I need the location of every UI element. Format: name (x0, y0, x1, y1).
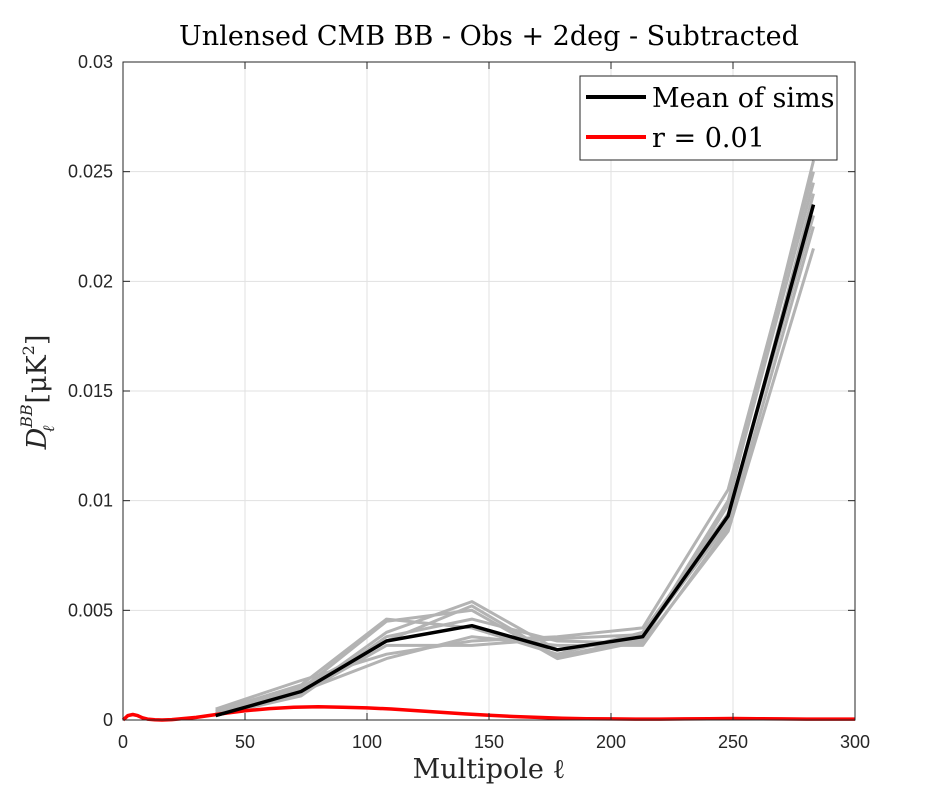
sim-line (215, 182, 815, 713)
y-label-sub: ℓ (39, 425, 58, 432)
legend-label-r: r = 0.01 (652, 123, 765, 154)
legend-box (579, 75, 838, 161)
y-tick-label: 0.005 (68, 600, 113, 620)
y-label-sup: BB (17, 404, 36, 429)
x-tick-label: 0 (118, 732, 128, 752)
y-tick-label: 0.02 (78, 271, 113, 291)
x-tick-label: 50 (235, 732, 255, 752)
y-axis-label: DBBℓ [μK2] (17, 335, 58, 451)
svg-text:DBBℓ[μK2]: DBBℓ [μK2] (17, 335, 58, 451)
legend-label-mean: Mean of sims (652, 83, 834, 114)
x-axis-label: Multipole ℓ (413, 754, 566, 785)
y-label-unit-sup: 2 (19, 345, 38, 355)
x-tick-label: 150 (474, 732, 504, 752)
axis-ticks: 0 50 100 150 200 250 300 0 0.005 0.01 0.015 0.02 0.0… (68, 52, 870, 752)
y-tick-label: 0.03 (78, 52, 113, 72)
y-label-unit-open: [μK (22, 354, 53, 403)
legend: Mean of sims r = 0.01 (579, 75, 838, 161)
y-tick-label: 0 (103, 710, 113, 730)
y-tick-label: 0.01 (78, 491, 113, 511)
x-tick-label: 100 (352, 732, 382, 752)
y-tick-label: 0.025 (68, 162, 113, 182)
y-label-base: D (22, 427, 53, 450)
y-label-unit-close: ] (22, 335, 53, 346)
chart-title: Unlensed CMB BB - Obs + 2deg - Subtracte… (179, 21, 799, 52)
x-tick-label: 200 (596, 732, 626, 752)
y-tick-label: 0.015 (68, 381, 113, 401)
x-tick-label: 300 (840, 732, 870, 752)
x-tick-label: 250 (718, 732, 748, 752)
mean-of-sims-line (215, 204, 816, 718)
